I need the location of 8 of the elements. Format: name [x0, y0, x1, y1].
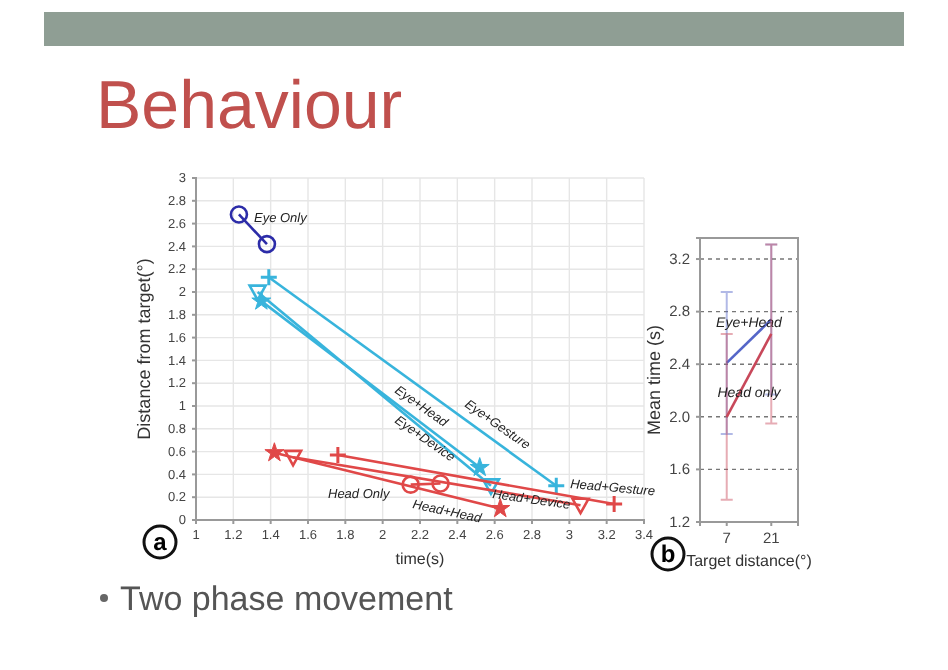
text: a	[153, 528, 168, 556]
text: b	[660, 540, 676, 568]
x-axis-title: Target distance(°)	[686, 552, 813, 570]
y-axis-title: Distance from target(°)	[134, 258, 154, 440]
chart-title: Behaviour	[96, 68, 403, 144]
x-axis-title: time(s)	[395, 550, 446, 568]
text: Two phase movement	[120, 580, 454, 618]
y-axis-title: Mean time (s)	[644, 324, 664, 436]
